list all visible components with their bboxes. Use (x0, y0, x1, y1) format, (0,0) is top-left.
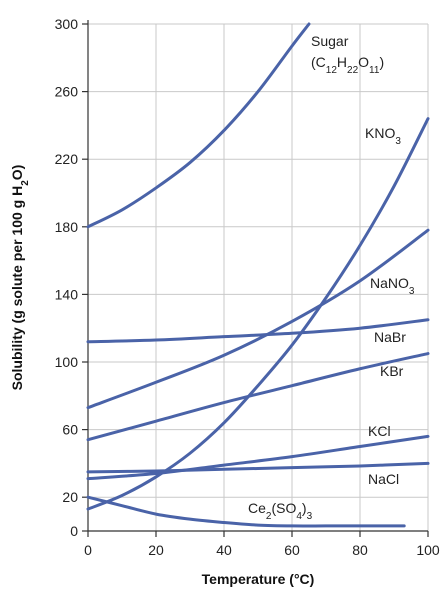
y-tick-label: 0 (70, 523, 78, 539)
curve-sugar-c12h22o11 (86, 22, 311, 229)
x-axis-title: Temperature (°C) (202, 571, 315, 587)
curve-label-nabr: NaBr (374, 329, 406, 345)
y-tick-label: 300 (55, 16, 79, 32)
axes (87, 20, 428, 532)
curve-nabr (86, 318, 430, 344)
x-tick-label: 40 (216, 542, 232, 558)
curves (86, 22, 430, 528)
curve-label-kbr: KBr (380, 363, 404, 379)
y-axis-title: Solubility (g solute per 100 g H2O) (9, 165, 31, 391)
x-tick-label: 0 (84, 542, 92, 558)
x-tick-label: 20 (148, 542, 164, 558)
curve-label-sugar-c12h22o11: (C12H22O11) (311, 54, 384, 76)
x-axis-ticks: 0 20 40 60 80 100 (84, 531, 440, 558)
curve-label-nacl: NaCl (368, 471, 399, 487)
curve-ce2-so4-3 (86, 495, 406, 528)
curve-kbr (86, 352, 430, 442)
curve-label-nano3: NaNO3 (370, 275, 415, 297)
y-tick-label: 260 (55, 84, 79, 100)
y-tick-label: 100 (55, 354, 79, 370)
curve-label-kcl: KCl (368, 423, 391, 439)
curve-label-ce2-so4-3: Ce2(SO4)3 (248, 500, 313, 522)
curve-nacl (86, 461, 430, 474)
x-tick-label: 60 (284, 542, 300, 558)
curve-labels: Sugar (C12H22O11) KNO3 NaNO3 NaBr KBr KCl NaCl C… (248, 33, 415, 522)
x-tick-label: 100 (416, 542, 440, 558)
x-tick-label: 80 (352, 542, 368, 558)
curve-label-kno3: KNO3 (365, 125, 401, 147)
y-tick-label: 140 (55, 286, 79, 302)
y-tick-label: 180 (55, 219, 79, 235)
curve-label-sugar-c12h22o11: Sugar (311, 33, 349, 49)
curve-kno3 (86, 117, 430, 511)
y-tick-label: 220 (55, 151, 79, 167)
curve-kcl (86, 434, 430, 481)
y-axis-ticks: 0 20 60 100 140 180 220 260 300 (55, 16, 88, 539)
y-tick-label: 60 (62, 422, 78, 438)
y-tick-label: 20 (62, 489, 78, 505)
curve-nano3 (86, 228, 430, 410)
